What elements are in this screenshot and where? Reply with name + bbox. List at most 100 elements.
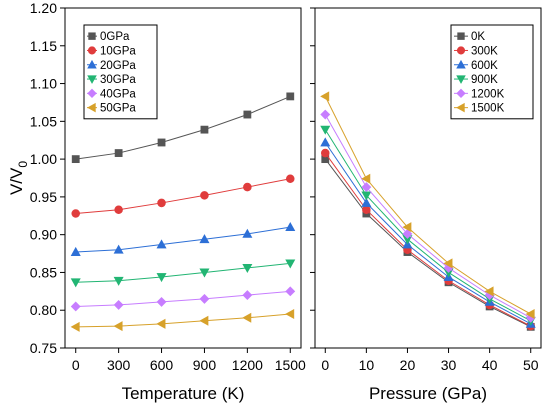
left-legend-marker [87,75,97,84]
right-data-point-1500K [402,222,412,233]
left-data-point-10GPa [286,174,295,184]
right-x-tick-label: 50 [523,357,539,373]
left-data-point-50GPa [113,321,123,332]
right-data-point-600K [320,137,331,147]
right-legend-marker [457,32,465,40]
right-x-tick-label: 10 [359,357,375,373]
right-legend-marker [456,46,466,55]
left-y-tick-label: 1.15 [30,38,57,54]
right-data-point-1200K [361,182,372,192]
right-legend-label: 1500K [471,103,505,115]
left-data-point-40GPa [156,296,167,307]
right-x-tick-label: 0 [321,357,329,373]
right-data-point-600K [361,197,372,207]
left-data-point-0GPa [286,92,295,101]
right-legend-marker [456,102,465,113]
left-y-tick-label: 0.85 [30,264,57,280]
left-series-line-40GPa [75,290,291,307]
left-data-point-0GPa [71,155,80,164]
left-legend-marker [87,59,97,69]
left-data-point-30GPa [156,273,167,283]
right-legend-label: 1200K [471,88,505,100]
left-y-tick-label: 1.05 [30,113,57,129]
left-legend-label: 10GPa [100,45,136,57]
left-data-point-40GPa [70,301,81,312]
right-legend-marker [456,75,466,84]
right-series-line-900K [324,129,531,322]
right-data-point-300K [362,205,371,214]
right-legend-label: 600K [471,60,498,72]
left-data-point-30GPa [242,264,253,274]
right-data-point-1500K [320,91,330,102]
right-data-point-1500K [361,173,371,184]
left-data-point-10GPa [71,209,80,218]
left-data-point-20GPa [242,228,253,238]
right-legend-label: 900K [471,74,498,86]
left-data-point-40GPa [199,293,210,304]
left-panel-temperature: 0 300 600 900 1200 1500 0.75 0.80 0.85 0.90 0.95 1.… [30,0,306,403]
left-y-tick-label: 0.95 [30,189,57,205]
left-data-point-20GPa [113,244,124,254]
left-legend-label: 40GPa [100,88,136,100]
right-series-line-1500K [324,96,531,315]
left-x-tick-label: 300 [107,357,131,373]
left-data-point-40GPa [242,290,253,301]
right-data-point-300K [321,148,330,158]
right-legend-label: 0K [471,31,485,43]
left-plot-frame [64,7,302,349]
right-data-point-1500K [484,286,494,297]
left-x-tick-label: 900 [193,357,217,373]
right-series-line-1200K [324,114,531,319]
left-legend-marker [87,102,96,113]
left-data-point-40GPa [285,286,296,297]
right-series-line-300K [324,152,531,327]
left-y-tick-label: 1.00 [30,151,57,167]
left-data-point-50GPa [70,321,80,332]
right-x-tick-label: 20 [400,357,416,373]
right-series-line-0K [324,158,531,328]
left-data-point-10GPa [200,191,209,200]
y-axis-title: V/V0 [7,161,30,195]
left-data-point-20GPa [285,221,296,232]
y-axis-title-subscript: 0 [16,161,30,168]
left-data-point-0GPa [243,110,252,119]
left-data-point-20GPa [70,246,81,256]
left-x-tick-label: 1500 [275,357,306,373]
right-data-point-1500K [525,308,535,320]
right-data-point-1200K [320,109,331,120]
left-data-point-50GPa [242,312,252,323]
left-data-point-10GPa [114,205,123,214]
left-y-tick-label: 0.80 [30,302,57,318]
left-legend-label: 50GPa [100,103,136,115]
left-data-point-30GPa [113,276,124,286]
left-data-point-30GPa [70,278,81,288]
left-data-point-10GPa [157,198,166,208]
left-data-point-30GPa [285,259,296,269]
left-data-point-0GPa [157,138,166,147]
right-series-line-600K [324,142,531,325]
left-legend-marker [87,88,97,99]
right-x-tick-label: 30 [441,357,457,373]
right-data-point-900K [320,125,331,135]
left-data-point-50GPa [199,315,209,326]
left-data-point-30GPa [199,268,210,278]
left-data-point-50GPa [156,318,166,329]
y-axis-title-main: V/V [7,167,26,195]
right-data-point-1200K [402,228,413,239]
right-panel-pressure: 0 10 20 30 40 50 Pressure (GPa) 0K 300K 600K 900K 1… [310,7,542,403]
left-y-tick-label: 0.75 [30,340,57,356]
left-series-line-50GPa [75,313,291,328]
left-x-axis-title: Temperature (K) [122,384,245,403]
left-data-point-0GPa [200,125,209,134]
left-data-point-0GPa [114,149,123,157]
right-plot-frame [314,7,542,349]
left-data-point-40GPa [113,300,124,310]
left-series-line-10GPa [75,178,291,215]
left-x-tick-label: 0 [72,357,80,373]
left-data-point-20GPa [156,239,167,249]
left-y-tick-label: 1.10 [30,76,57,92]
left-legend-label: 20GPa [100,60,136,72]
right-data-point-1500K [443,258,453,269]
